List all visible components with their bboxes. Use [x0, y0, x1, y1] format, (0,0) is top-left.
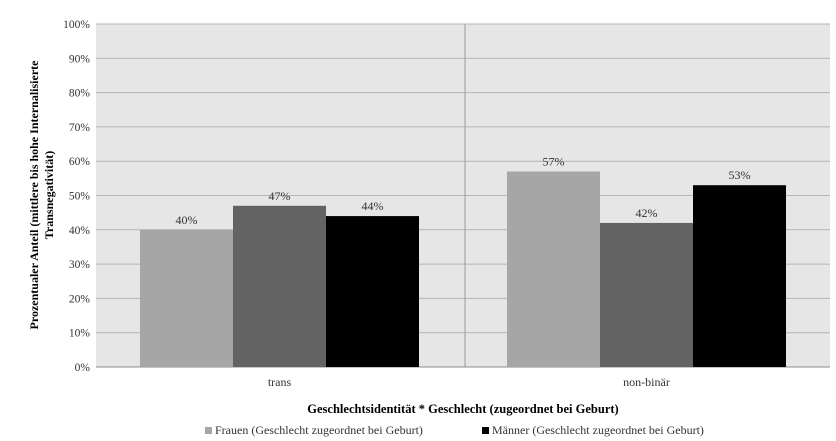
y-tick-label: 60% [69, 156, 91, 168]
y-tick-label: 20% [69, 293, 91, 305]
bar-non-bin-r-series-2 [693, 185, 786, 367]
legend-label-frauen: Frauen (Geschlecht zugeordnet bei Geburt… [215, 423, 423, 437]
data-label: 57% [543, 154, 565, 168]
y-tick-label: 10% [69, 328, 91, 340]
x-tick-label: non-binär [623, 375, 670, 389]
bars [140, 171, 786, 367]
data-label: 53% [729, 168, 751, 182]
y-tick-label: 40% [69, 225, 91, 237]
y-tick-label: 100% [63, 19, 90, 31]
y-tick-label: 50% [69, 191, 91, 203]
y-tick-label: 30% [69, 259, 91, 271]
data-label: 44% [362, 199, 384, 213]
data-label: 42% [636, 206, 658, 220]
legend-swatch-frauen [205, 427, 212, 434]
data-labels: 40% 47% 44% 57% 42% 53% [176, 154, 751, 226]
legend-label-maenner: Männer (Geschlecht zugeordnet bei Geburt… [492, 423, 704, 437]
y-axis-label-line-2: Transnegativität) [42, 151, 56, 239]
bar-trans-series-2 [326, 216, 419, 367]
x-tick-labels: trans non-binär [268, 375, 670, 389]
bar-non-bin-r-series-0 [507, 171, 600, 367]
x-axis-label: Geschlechtsidentität * Geschlecht (zugeo… [307, 402, 618, 416]
y-tick-labels: 0% 10% 20% 30% 40% 50% 60% 70% 80% 90% 100% [63, 19, 90, 374]
legend: Frauen (Geschlecht zugeordnet bei Geburt… [205, 423, 704, 437]
legend-swatch-maenner [482, 427, 489, 434]
y-tick-label: 80% [69, 88, 91, 100]
data-label: 40% [176, 213, 198, 227]
y-axis-label-line-1: Prozentualer Anteil (mittlere bis hohe I… [27, 60, 41, 330]
y-tick-label: 0% [75, 362, 91, 374]
x-tick-label: trans [268, 375, 292, 389]
bar-trans-series-1 [233, 205, 326, 367]
bar-trans-series-0 [140, 229, 233, 367]
data-label: 47% [269, 189, 291, 203]
bar-non-bin-r-series-1 [600, 222, 693, 367]
y-tick-label: 70% [69, 122, 91, 134]
y-tick-label: 90% [69, 53, 91, 65]
